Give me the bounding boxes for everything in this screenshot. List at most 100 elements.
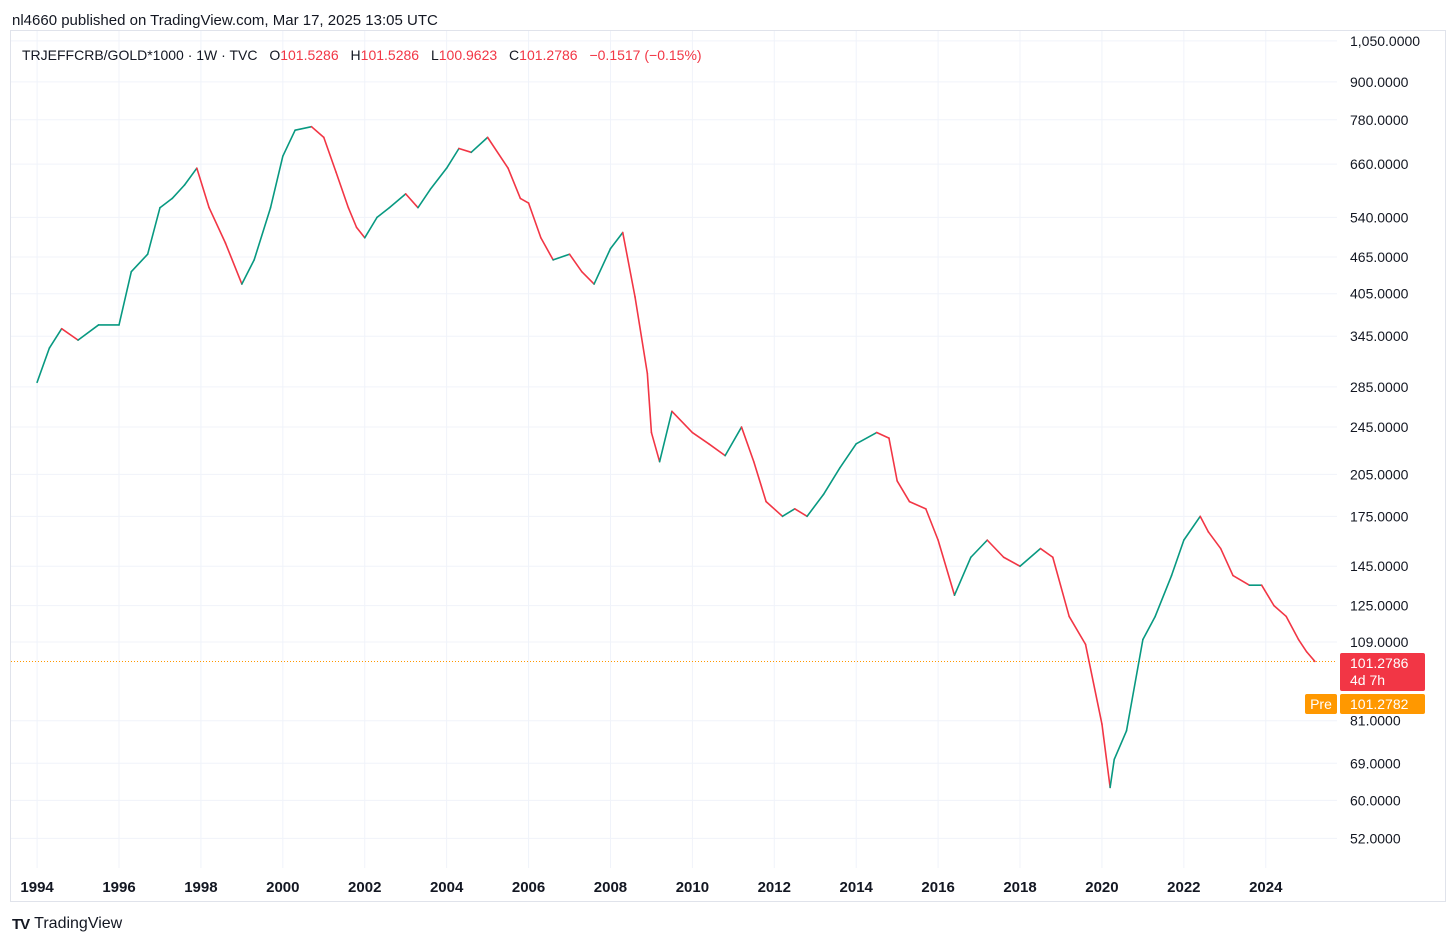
x-tick-label: 1994 (20, 879, 54, 896)
price-segment (445, 147, 460, 169)
price-segment (1285, 615, 1300, 641)
y-tick-label: 205.0000 (1350, 466, 1409, 482)
y-tick-label: 69.0000 (1350, 755, 1401, 771)
price-segment (658, 410, 673, 463)
high-label: H (350, 47, 361, 63)
x-tick-label: 2014 (840, 879, 874, 896)
price-segment (896, 480, 911, 503)
price-series (36, 125, 1316, 789)
tradingview-brand[interactable]: TV TradingView (12, 915, 122, 933)
y-tick-label: 175.0000 (1350, 508, 1409, 524)
low-value: 100.9623 (438, 47, 498, 63)
price-segment (118, 270, 133, 326)
price-segment (540, 236, 554, 261)
price-segment (1019, 547, 1042, 568)
x-tick-label: 2018 (1003, 879, 1036, 896)
premarket-price-tag: 101.2782 (1340, 694, 1425, 714)
x-tick-label: 1996 (102, 879, 135, 896)
price-segment (839, 443, 858, 469)
open-label: O (269, 47, 281, 63)
x-tick-label: 2020 (1085, 879, 1118, 896)
chart-frame (10, 30, 1446, 902)
y-tick-label: 405.0000 (1350, 286, 1409, 302)
x-tick-label: 2008 (594, 879, 627, 896)
price-segment (986, 539, 1005, 559)
price-segment (740, 426, 755, 463)
price-segment (621, 231, 636, 298)
symbol-name[interactable]: TRJEFFCRB/GOLD*1000 · 1W · TVC (22, 47, 258, 63)
price-segment (294, 125, 313, 131)
price-segment (507, 167, 522, 200)
bar-countdown: 4d 7h (1350, 672, 1386, 688)
publisher-header: nl4660 published on TradingView.com, Mar… (12, 12, 438, 29)
price-segment (1113, 729, 1128, 761)
price-segment (634, 296, 649, 375)
price-segment (388, 193, 407, 209)
time-axis: 1994 1996 1998 2000 2002 2004 2006 2008 2010 2012… (20, 879, 1283, 896)
price-segment (593, 247, 612, 285)
price-segment (470, 136, 489, 154)
x-tick-label: 2000 (266, 879, 299, 896)
price-segment (925, 508, 939, 541)
price-segment (875, 431, 890, 439)
close-label: C (509, 47, 520, 63)
price-segment (335, 171, 350, 209)
price-segment (77, 324, 100, 341)
price-segment (650, 431, 661, 463)
price-segment (310, 125, 325, 139)
price-segment (1170, 539, 1185, 577)
price-segment (671, 410, 694, 434)
x-tick-label: 2016 (921, 879, 954, 896)
y-tick-label: 245.0000 (1350, 419, 1409, 435)
price-segment (1039, 547, 1054, 559)
price-segment (224, 242, 243, 285)
price-segment (347, 206, 358, 229)
price-segment (1154, 574, 1173, 618)
price-segment (908, 500, 927, 510)
x-tick-label: 2002 (348, 879, 381, 896)
price-segment (970, 539, 989, 559)
x-tick-label: 2006 (512, 879, 545, 896)
price-segment (355, 226, 366, 239)
price-segment (1199, 515, 1210, 533)
x-tick-label: 1998 (184, 879, 217, 896)
price-segment (458, 147, 473, 154)
price-segment (269, 155, 284, 209)
y-tick-label: 1,050.0000 (1350, 33, 1420, 49)
price-segment (1101, 723, 1111, 789)
high-value: 101.5286 (360, 47, 420, 63)
price-segment (196, 167, 210, 209)
y-tick-label: 125.0000 (1350, 598, 1409, 614)
last-price-value: 101.2786 (1350, 655, 1409, 671)
y-tick-label: 540.0000 (1350, 209, 1409, 225)
price-segment (404, 193, 419, 209)
price-segment (552, 253, 571, 261)
change-value: −0.1517 (−0.15%) (589, 47, 702, 63)
price-segment (519, 197, 530, 204)
x-tick-label: 2004 (430, 879, 464, 896)
price-segment (159, 197, 174, 209)
price-segment (609, 231, 624, 250)
price-segment (130, 253, 149, 273)
price-segment (1002, 556, 1021, 568)
price-segment (793, 508, 808, 518)
price-segment (363, 216, 378, 239)
price-segment (581, 270, 595, 285)
y-tick-label: 345.0000 (1350, 328, 1409, 344)
price-segment (707, 443, 726, 457)
price-segment (691, 431, 710, 445)
price-segment (183, 167, 198, 186)
price-segment (806, 493, 825, 518)
price-segment (1068, 615, 1087, 646)
price-segment (1142, 615, 1156, 641)
price-segment (1232, 574, 1251, 586)
last-price-tag: 101.2786 4d 7h (1340, 653, 1425, 691)
price-segment (855, 431, 878, 445)
x-tick-label: 2010 (676, 879, 709, 896)
price-segment (1273, 604, 1288, 618)
price-segment (765, 500, 784, 518)
low-label: L (430, 47, 439, 63)
x-tick-label: 2012 (758, 879, 791, 896)
symbol-legend: TRJEFFCRB/GOLD*1000 · 1W · TVC O 101.5286… (22, 47, 702, 63)
